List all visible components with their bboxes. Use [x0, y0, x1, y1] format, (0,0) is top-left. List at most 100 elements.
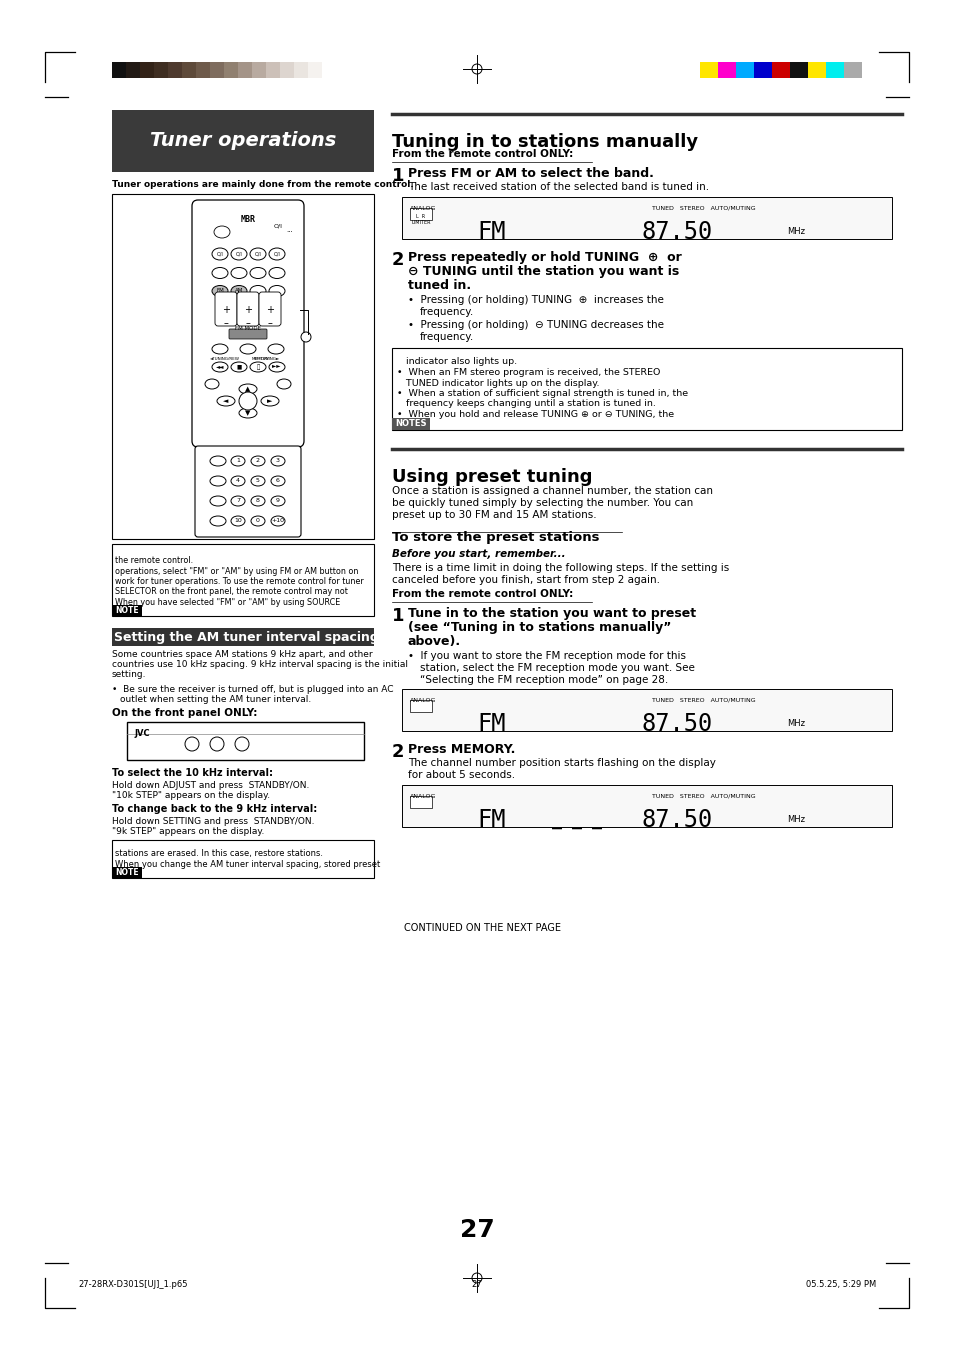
Bar: [266, 62, 280, 78]
Bar: [112, 110, 374, 172]
Ellipse shape: [212, 363, 228, 372]
Text: AM: AM: [234, 288, 243, 294]
Text: 87.50: 87.50: [641, 221, 713, 244]
Text: +: +: [266, 304, 274, 315]
Text: setting.: setting.: [112, 670, 147, 679]
Text: 27-28RX-D301S[UJ]_1.p65: 27-28RX-D301S[UJ]_1.p65: [78, 1280, 188, 1289]
Text: FM: FM: [476, 808, 505, 832]
Text: •  When an FM stereo program is received, the STEREO: • When an FM stereo program is received,…: [396, 368, 659, 377]
Text: O/I: O/I: [235, 252, 242, 257]
Bar: [112, 867, 142, 878]
Text: 87.50: 87.50: [641, 712, 713, 736]
Text: ANALOG: ANALOG: [410, 794, 436, 800]
Text: operations, select "FM" or "AM" by using FM or AM button on: operations, select "FM" or "AM" by using…: [115, 567, 358, 575]
Text: FM: FM: [476, 221, 505, 244]
Ellipse shape: [269, 285, 285, 296]
Ellipse shape: [212, 248, 228, 260]
FancyBboxPatch shape: [258, 292, 281, 326]
Text: To store the preset stations: To store the preset stations: [392, 530, 598, 544]
Bar: [195, 62, 210, 78]
Text: Tune in to the station you want to preset: Tune in to the station you want to prese…: [408, 607, 696, 620]
Text: The last received station of the selected band is tuned in.: The last received station of the selecte…: [408, 183, 708, 192]
Ellipse shape: [261, 396, 278, 406]
Bar: [753, 62, 771, 78]
Text: "9k STEP" appears on the display.: "9k STEP" appears on the display.: [112, 827, 264, 836]
Ellipse shape: [231, 268, 247, 279]
Bar: [280, 62, 294, 78]
Text: frequency.: frequency.: [419, 331, 474, 342]
Ellipse shape: [276, 379, 291, 390]
Bar: [843, 62, 862, 78]
Text: TUNED   STEREO   AUTO/MUTING: TUNED STEREO AUTO/MUTING: [651, 794, 755, 800]
Ellipse shape: [212, 344, 228, 354]
Text: On the front panel ONLY:: On the front panel ONLY:: [112, 708, 257, 718]
Text: work for tuner operations. To use the remote control for tuner: work for tuner operations. To use the re…: [115, 576, 363, 586]
Text: ■: ■: [236, 364, 241, 369]
Ellipse shape: [271, 476, 285, 486]
Text: ►: ►: [267, 398, 273, 405]
Text: The channel number position starts flashing on the display: The channel number position starts flash…: [408, 758, 715, 769]
Ellipse shape: [205, 379, 219, 390]
Ellipse shape: [231, 363, 247, 372]
Bar: [112, 62, 126, 78]
Text: Tuner operations: Tuner operations: [150, 131, 335, 150]
Text: –: –: [223, 318, 228, 327]
Bar: [237, 62, 252, 78]
Ellipse shape: [231, 515, 245, 526]
Text: for about 5 seconds.: for about 5 seconds.: [408, 770, 515, 779]
Bar: [210, 62, 224, 78]
FancyBboxPatch shape: [236, 292, 258, 326]
Text: When you have selected "FM" or "AM" by using SOURCE: When you have selected "FM" or "AM" by u…: [115, 598, 340, 607]
Text: outlet when setting the AM tuner interval.: outlet when setting the AM tuner interva…: [120, 695, 311, 704]
Text: +: +: [244, 304, 252, 315]
Text: ⊖ TUNING until the station you want is: ⊖ TUNING until the station you want is: [408, 265, 679, 277]
FancyBboxPatch shape: [192, 200, 304, 446]
Text: ▼: ▼: [245, 410, 251, 415]
Text: Press FM or AM to select the band.: Press FM or AM to select the band.: [408, 166, 653, 180]
Bar: [401, 198, 891, 239]
Text: FM: FM: [216, 288, 224, 294]
Text: 5: 5: [255, 479, 259, 483]
Bar: [410, 700, 432, 712]
Bar: [401, 689, 891, 731]
Ellipse shape: [210, 476, 226, 486]
Circle shape: [239, 392, 256, 410]
Bar: [700, 62, 718, 78]
Ellipse shape: [234, 737, 249, 751]
Text: canceled before you finish, start from step 2 again.: canceled before you finish, start from s…: [392, 575, 659, 584]
Bar: [294, 62, 308, 78]
Text: be quickly tuned simply by selecting the number. You can: be quickly tuned simply by selecting the…: [392, 498, 693, 507]
Ellipse shape: [231, 476, 245, 486]
Text: countries use 10 kHz spacing. 9 kHz interval spacing is the initial: countries use 10 kHz spacing. 9 kHz inte…: [112, 660, 408, 668]
Bar: [771, 62, 789, 78]
Ellipse shape: [250, 285, 266, 296]
Text: O/I: O/I: [216, 252, 223, 257]
Text: •  When you hold and release TUNING ⊕ or ⊖ TUNING, the: • When you hold and release TUNING ⊕ or …: [396, 410, 674, 419]
Text: 27: 27: [471, 1280, 482, 1289]
Ellipse shape: [231, 285, 247, 296]
Ellipse shape: [210, 497, 226, 506]
Bar: [112, 193, 374, 538]
Text: FM MODE: FM MODE: [234, 326, 261, 330]
Ellipse shape: [239, 384, 256, 394]
Ellipse shape: [271, 497, 285, 506]
Text: indicator also lights up.: indicator also lights up.: [396, 357, 517, 367]
Bar: [224, 62, 237, 78]
Ellipse shape: [231, 497, 245, 506]
Bar: [410, 796, 432, 808]
Text: 1: 1: [392, 607, 404, 625]
Bar: [825, 62, 843, 78]
Ellipse shape: [269, 268, 285, 279]
Text: frequency.: frequency.: [419, 307, 474, 317]
Text: 0: 0: [255, 518, 259, 524]
Text: +10: +10: [272, 518, 284, 524]
FancyBboxPatch shape: [229, 329, 267, 340]
Bar: [182, 62, 195, 78]
Text: From the remote control ONLY:: From the remote control ONLY:: [392, 149, 573, 160]
Text: 6: 6: [275, 479, 279, 483]
Bar: [112, 544, 374, 616]
Text: TUNED   STEREO   AUTO/MUTING: TUNED STEREO AUTO/MUTING: [651, 698, 755, 704]
Text: the remote control.: the remote control.: [115, 556, 193, 566]
Text: ◄TUNING/REW: ◄TUNING/REW: [210, 357, 240, 361]
Bar: [410, 208, 432, 221]
